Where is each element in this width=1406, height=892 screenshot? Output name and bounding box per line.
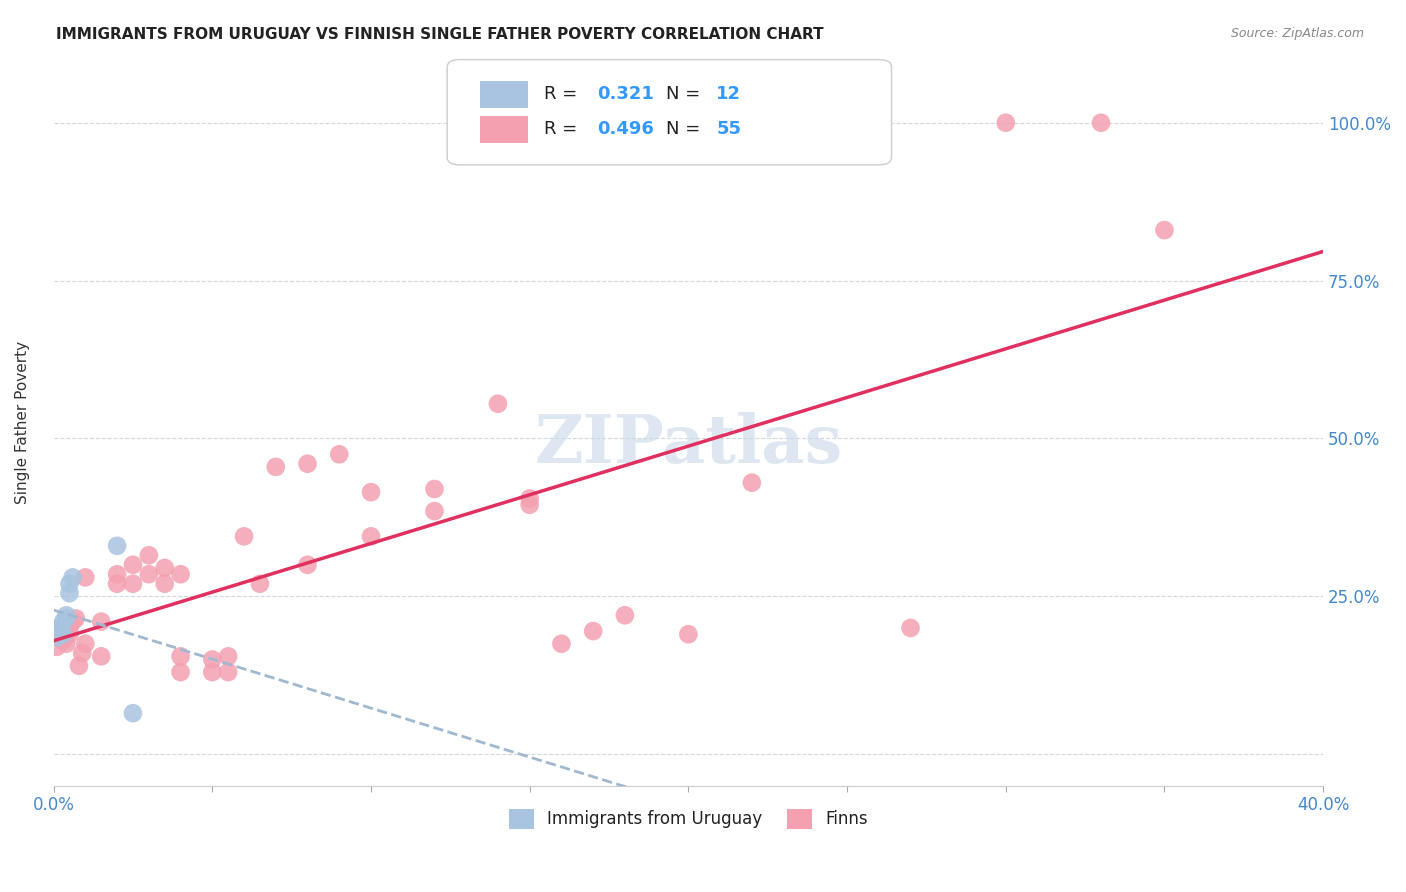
Text: 0.321: 0.321 <box>598 86 654 103</box>
Point <box>519 498 541 512</box>
Bar <box>481 116 529 143</box>
Point <box>55 611 77 625</box>
Point <box>153 561 176 575</box>
Point <box>65 611 87 625</box>
Point <box>423 504 446 518</box>
Point <box>249 576 271 591</box>
Point <box>169 649 191 664</box>
Point <box>52 621 75 635</box>
Point <box>613 608 636 623</box>
Text: N =: N = <box>665 120 706 138</box>
Point <box>52 627 75 641</box>
Bar <box>481 80 529 108</box>
Point <box>67 658 90 673</box>
Legend: Immigrants from Uruguay, Finns: Immigrants from Uruguay, Finns <box>502 802 875 836</box>
Point <box>360 485 382 500</box>
Text: R =: R = <box>544 86 582 103</box>
Point <box>233 529 256 543</box>
Text: 12: 12 <box>716 86 741 103</box>
Point <box>58 627 80 641</box>
Point <box>153 576 176 591</box>
Point <box>550 637 572 651</box>
Point <box>70 646 93 660</box>
Point <box>678 627 700 641</box>
Point <box>45 631 67 645</box>
Text: R =: R = <box>544 120 582 138</box>
Point <box>58 576 80 591</box>
Text: Source: ZipAtlas.com: Source: ZipAtlas.com <box>1230 27 1364 40</box>
Point <box>58 586 80 600</box>
Text: 55: 55 <box>716 120 741 138</box>
Text: ZIPatlas: ZIPatlas <box>534 412 842 477</box>
Point <box>49 631 72 645</box>
Text: N =: N = <box>665 86 706 103</box>
Point <box>741 475 763 490</box>
Point <box>75 637 97 651</box>
Point <box>328 447 350 461</box>
Point <box>75 570 97 584</box>
Point <box>122 576 145 591</box>
Point <box>201 652 224 666</box>
Point <box>49 627 72 641</box>
Point <box>360 529 382 543</box>
Point <box>264 459 287 474</box>
Point <box>582 624 605 638</box>
Point <box>49 624 72 638</box>
Point <box>169 567 191 582</box>
Y-axis label: Single Father Poverty: Single Father Poverty <box>15 341 30 504</box>
Point <box>900 621 922 635</box>
Point <box>105 576 128 591</box>
FancyBboxPatch shape <box>447 60 891 165</box>
Point <box>49 621 72 635</box>
Point <box>52 633 75 648</box>
Point <box>45 631 67 645</box>
Point <box>994 116 1017 130</box>
Point <box>217 665 239 680</box>
Point <box>1153 223 1175 237</box>
Point <box>201 665 224 680</box>
Point <box>58 621 80 635</box>
Point <box>423 482 446 496</box>
Point <box>55 637 77 651</box>
Point <box>217 649 239 664</box>
Point <box>55 627 77 641</box>
Text: 0.496: 0.496 <box>598 120 654 138</box>
Point <box>169 665 191 680</box>
Point <box>55 608 77 623</box>
Point <box>52 615 75 629</box>
Point <box>105 567 128 582</box>
Point <box>90 615 112 629</box>
Point <box>486 397 509 411</box>
Text: IMMIGRANTS FROM URUGUAY VS FINNISH SINGLE FATHER POVERTY CORRELATION CHART: IMMIGRANTS FROM URUGUAY VS FINNISH SINGL… <box>56 27 824 42</box>
Point <box>297 457 319 471</box>
Point <box>297 558 319 572</box>
Point <box>122 706 145 721</box>
Point <box>90 649 112 664</box>
Point <box>519 491 541 506</box>
Point <box>122 558 145 572</box>
Point <box>62 570 84 584</box>
Point <box>45 640 67 654</box>
Point <box>138 549 160 563</box>
Point <box>1090 116 1112 130</box>
Point <box>62 615 84 629</box>
Point <box>138 567 160 582</box>
Point <box>105 539 128 553</box>
